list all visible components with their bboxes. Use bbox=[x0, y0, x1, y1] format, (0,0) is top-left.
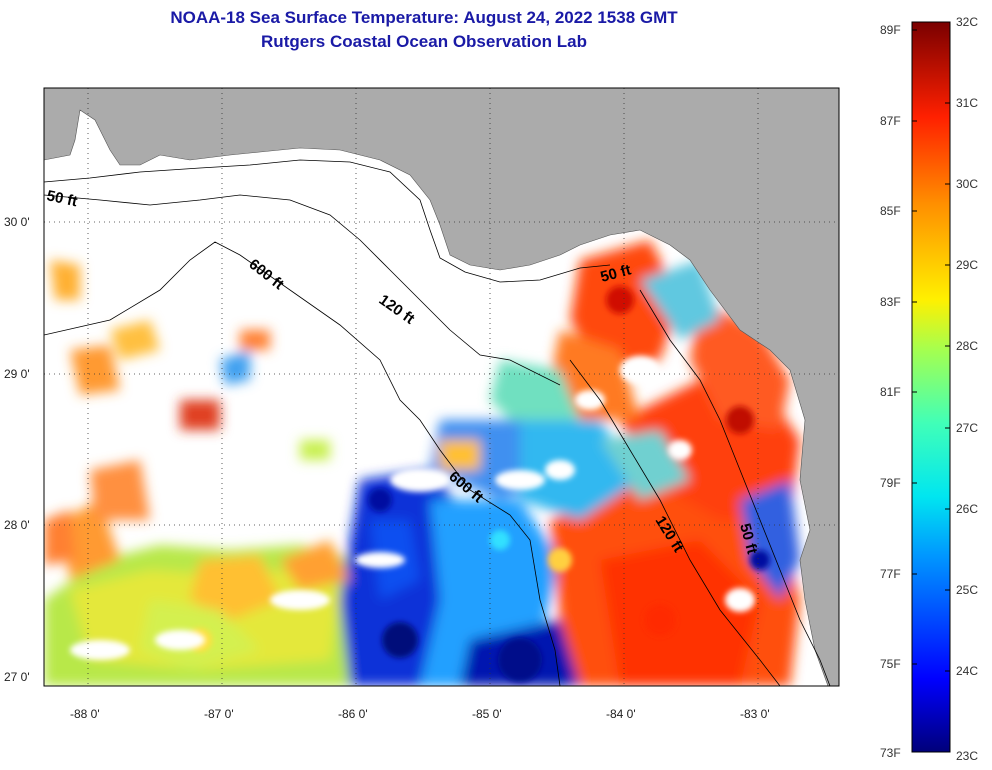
cb-c-label: 24C bbox=[956, 664, 978, 678]
lon-label: -88 0' bbox=[70, 707, 100, 721]
map-area bbox=[44, 88, 839, 686]
bathymetry-lines bbox=[44, 159, 831, 686]
latitude-labels: 30 0' 29 0' 28 0' 27 0' bbox=[4, 215, 30, 684]
cb-f-label: 87F bbox=[880, 114, 901, 128]
colorbar-gradient bbox=[911, 21, 951, 753]
lon-label: -87 0' bbox=[204, 707, 234, 721]
cb-c-label: 28C bbox=[956, 339, 978, 353]
lat-label: 29 0' bbox=[4, 367, 30, 381]
cb-f-label: 79F bbox=[880, 476, 901, 490]
cb-c-label: 23C bbox=[956, 749, 978, 763]
longitude-labels: -88 0' -87 0' -86 0' -85 0' -84 0' -83 0… bbox=[70, 707, 770, 721]
cb-f-label: 89F bbox=[880, 23, 901, 37]
lat-label: 30 0' bbox=[4, 215, 30, 229]
land-mass bbox=[44, 88, 839, 686]
sst-speckles bbox=[188, 286, 770, 682]
colorbar: 89F 87F 85F 83F 81F 79F 77F 75F 73F 32C … bbox=[880, 15, 978, 763]
contour-label: 50 ft bbox=[45, 187, 79, 210]
lon-label: -85 0' bbox=[472, 707, 502, 721]
cb-c-label: 27C bbox=[956, 421, 978, 435]
cb-f-label: 73F bbox=[880, 746, 901, 760]
cloud-mask bbox=[70, 356, 755, 660]
map-frame bbox=[43, 87, 840, 687]
cb-c-label: 26C bbox=[956, 502, 978, 516]
cb-c-label: 32C bbox=[956, 15, 978, 29]
lon-label: -86 0' bbox=[338, 707, 368, 721]
cb-f-label: 75F bbox=[880, 657, 901, 671]
cb-f-label: 83F bbox=[880, 295, 901, 309]
lat-label: 27 0' bbox=[4, 670, 30, 684]
cb-c-label: 30C bbox=[956, 177, 978, 191]
lon-label: -83 0' bbox=[740, 707, 770, 721]
cb-c-label: 31C bbox=[956, 96, 978, 110]
cb-f-label: 77F bbox=[880, 567, 901, 581]
cb-c-label: 25C bbox=[956, 583, 978, 597]
cb-f-label: 81F bbox=[880, 385, 901, 399]
cb-f-label: 85F bbox=[880, 204, 901, 218]
lon-label: -84 0' bbox=[606, 707, 636, 721]
map-title: NOAA-18 Sea Surface Temperature: August … bbox=[170, 8, 678, 27]
lat-label: 28 0' bbox=[4, 518, 30, 532]
map-subtitle: Rutgers Coastal Ocean Observation Lab bbox=[261, 32, 587, 51]
cb-c-label: 29C bbox=[956, 258, 978, 272]
